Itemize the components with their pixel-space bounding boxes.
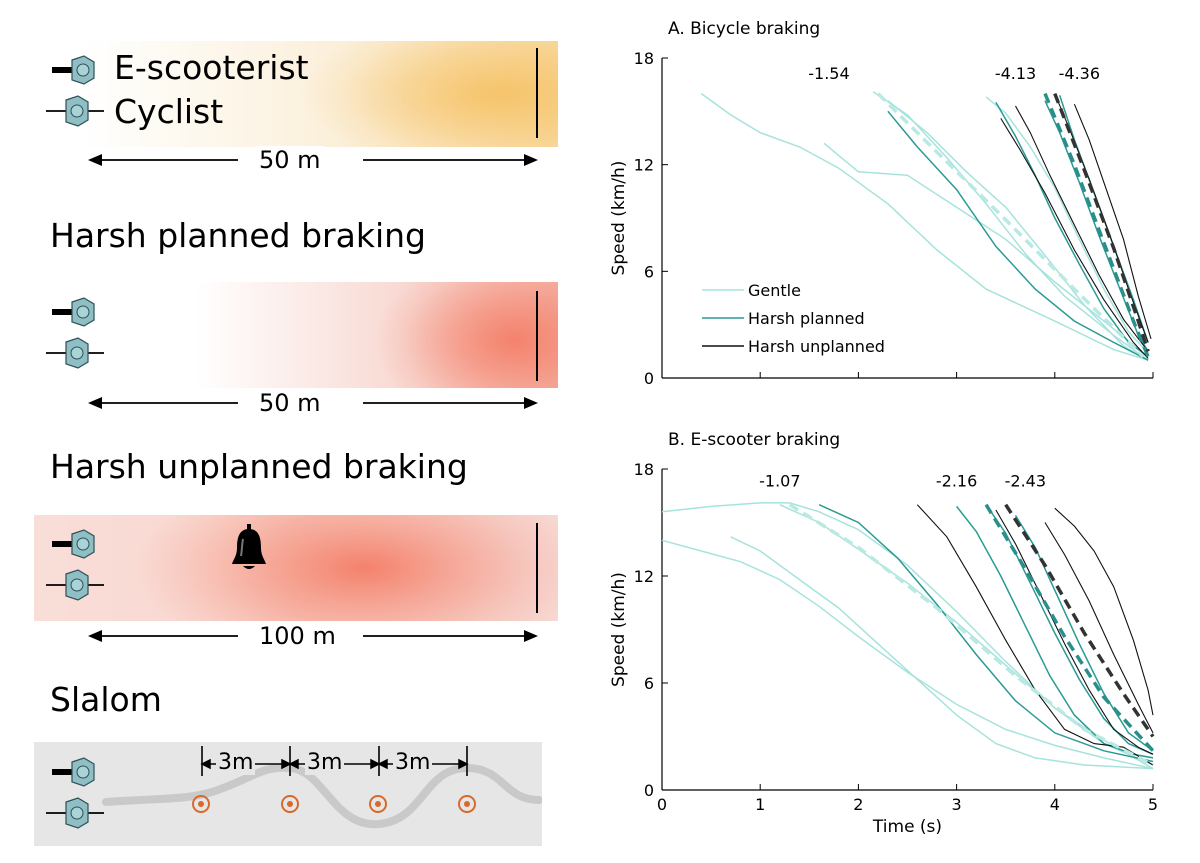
escooterist-icon — [52, 529, 95, 559]
deceleration-annotation: -2.16 — [936, 472, 977, 491]
cone-icon — [192, 795, 210, 813]
series-line — [661, 502, 1154, 770]
gentle-distance-label: 50 m — [255, 146, 325, 174]
legend-entry: Harsh planned — [748, 309, 865, 328]
y-tick-label: 0 — [644, 781, 654, 800]
gentle-braking-track — [80, 41, 558, 147]
x-tick-label: 4 — [1050, 795, 1060, 814]
series-line — [700, 92, 1149, 361]
stop-line — [536, 48, 538, 138]
series-line — [730, 536, 1154, 770]
slalom-spacing-label: 3m — [216, 750, 256, 775]
series-line — [1054, 507, 1154, 716]
mean-curve — [1004, 503, 1155, 738]
y-tick-label: 12 — [634, 156, 654, 175]
harsh-planned-distance-label: 50 m — [255, 389, 325, 417]
series-line — [985, 96, 1149, 354]
escooterist-label: E-scooterist — [114, 48, 309, 87]
panel-a-title: A. Bicycle braking — [668, 19, 821, 39]
scenario-panel: E-scooterist Cyclist 50 m Harsh planned … — [34, 41, 558, 846]
y-axis-label: Speed (km/h) — [609, 572, 629, 687]
x-tick-label: 2 — [853, 795, 863, 814]
harsh-planned-track — [196, 282, 558, 388]
mean-curve — [1053, 92, 1150, 352]
harsh-unplanned-distance-label: 100 m — [255, 622, 340, 650]
slalom-spacing-label: 3m — [305, 750, 345, 775]
escooterist-icon — [52, 297, 95, 327]
stop-line — [536, 523, 538, 613]
escooterist-icon — [52, 757, 95, 787]
distance-arrow — [88, 397, 538, 409]
bicycle-braking-chart: 0 6 12 18 Speed (km/h) -1.54 -4.13 -4.36 Gentle H… — [609, 49, 1154, 388]
cyclist-icon — [46, 797, 104, 829]
x-tick-label: 1 — [755, 795, 765, 814]
cone-icon — [458, 795, 476, 813]
cone-icon — [369, 795, 387, 813]
harsh-unplanned-title: Harsh unplanned braking — [50, 447, 468, 486]
series-line — [661, 539, 1154, 770]
series-line — [887, 100, 1149, 361]
escooterist-icon — [52, 55, 95, 85]
mean-curve — [876, 92, 1145, 358]
series-line — [823, 142, 1149, 358]
y-tick-label: 12 — [634, 567, 654, 586]
y-tick-label: 6 — [644, 674, 654, 693]
slalom-track — [34, 742, 542, 846]
series-line — [916, 504, 1154, 766]
x-tick-label: 5 — [1148, 795, 1158, 814]
y-tick-label: 18 — [634, 49, 654, 68]
distance-arrow — [88, 154, 538, 166]
legend-entry: Gentle — [748, 281, 801, 300]
cyclist-icon — [46, 337, 104, 369]
deceleration-annotation: -1.07 — [759, 472, 800, 491]
x-tick-label: 3 — [952, 795, 962, 814]
legend-entry: Harsh unplanned — [748, 337, 885, 356]
deceleration-annotation: -4.36 — [1059, 64, 1100, 83]
x-tick-label: 0 — [657, 795, 667, 814]
series-line — [995, 509, 1154, 755]
y-tick-label: 6 — [644, 262, 654, 281]
y-tick-label: 0 — [644, 369, 654, 388]
series-line — [887, 110, 1149, 361]
slalom-spacing-label: 3m — [393, 750, 433, 775]
cyclist-icon — [46, 569, 104, 601]
cyclist-icon — [46, 95, 104, 127]
x-axis-label: Time (s) — [872, 817, 942, 837]
cone-icon — [281, 795, 299, 813]
series-line — [985, 504, 1154, 755]
series-line — [956, 505, 1154, 759]
slalom-title: Slalom — [50, 680, 162, 719]
harsh-unplanned-track — [34, 515, 558, 621]
cyclist-label: Cyclist — [114, 92, 224, 131]
series-line — [1000, 118, 1149, 359]
series-line — [779, 504, 1154, 766]
y-tick-label: 18 — [634, 460, 654, 479]
harsh-planned-title: Harsh planned braking — [50, 216, 426, 255]
series-line — [995, 102, 1149, 358]
deceleration-annotation: -1.54 — [808, 64, 849, 83]
deceleration-annotation: -2.43 — [1005, 472, 1046, 491]
distance-arrow — [88, 630, 538, 642]
bell-icon — [232, 524, 266, 569]
series-line — [1015, 105, 1149, 352]
mean-curve — [984, 503, 1155, 752]
mean-curve — [1043, 92, 1150, 358]
series-line — [1044, 522, 1154, 734]
deceleration-annotation: -4.13 — [995, 64, 1036, 83]
panel-b-title: B. E-scooter braking — [668, 430, 841, 450]
series-line — [1044, 100, 1149, 352]
y-axis-label: Speed (km/h) — [609, 161, 629, 276]
series-line — [1073, 103, 1152, 340]
mean-curve — [788, 503, 1154, 767]
stop-line — [536, 291, 538, 381]
series-line — [818, 504, 1154, 763]
